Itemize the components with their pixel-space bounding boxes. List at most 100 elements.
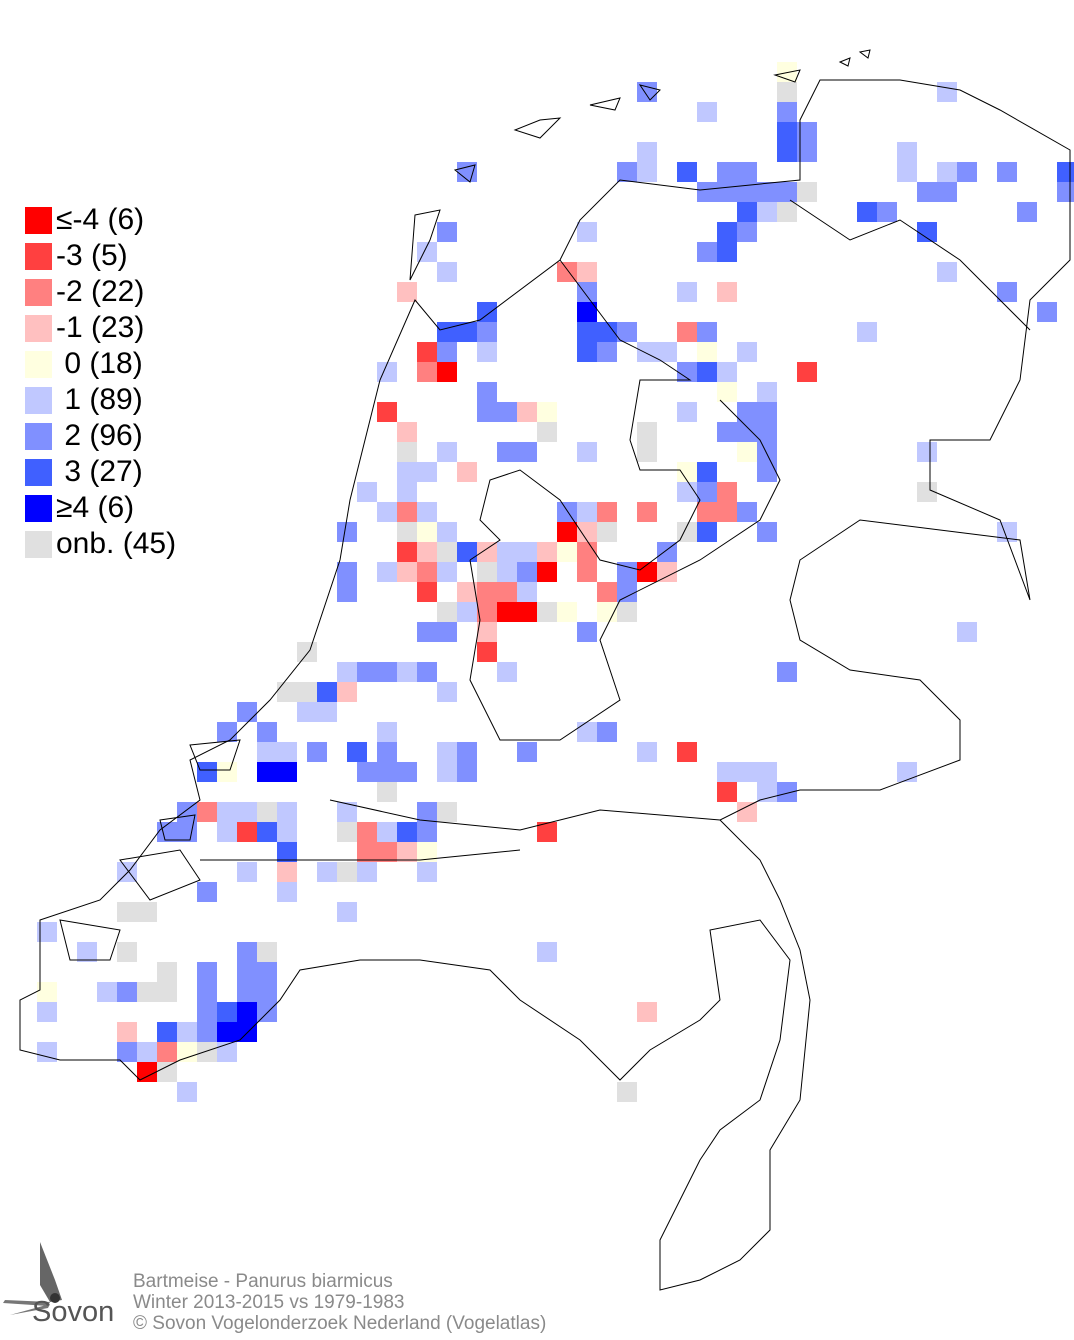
atlas-cell	[757, 522, 777, 542]
legend-label: ≥4 (6)	[56, 491, 135, 524]
atlas-cell	[657, 562, 677, 582]
atlas-cell	[557, 502, 577, 522]
atlas-cell	[477, 642, 497, 662]
atlas-cell	[137, 902, 157, 922]
atlas-cell	[437, 322, 457, 342]
atlas-cell	[177, 822, 197, 842]
atlas-cell	[117, 1042, 137, 1062]
copyright: © Sovon Vogelonderzoek Nederland (Vogela…	[133, 1313, 547, 1334]
atlas-cell	[37, 1002, 57, 1022]
country-outline	[19, 49, 1071, 1291]
atlas-cell	[377, 842, 397, 862]
delta-islands	[59, 739, 241, 961]
legend-label: -2 (22)	[56, 275, 145, 308]
atlas-cell	[237, 822, 257, 842]
atlas-cell	[417, 822, 437, 842]
legend-item: -2 (22)	[25, 274, 176, 310]
map-legend: ≤-4 (6) -3 (5) -2 (22) -1 (23) 0 (18) 1 (89…	[25, 202, 176, 562]
atlas-cell	[957, 162, 977, 182]
legend-item: ≥4 (6)	[25, 490, 176, 526]
atlas-cell	[777, 142, 797, 162]
atlas-cell	[117, 942, 137, 962]
atlas-cell	[497, 582, 517, 602]
atlas-cell	[437, 542, 457, 562]
atlas-cell	[357, 482, 377, 502]
atlas-cell	[197, 762, 217, 782]
atlas-cell	[477, 402, 497, 422]
atlas-cell	[277, 862, 297, 882]
atlas-cell	[437, 622, 457, 642]
atlas-cell	[277, 842, 297, 862]
atlas-cell	[177, 1082, 197, 1102]
atlas-cell	[397, 422, 417, 442]
legend-item: ≤-4 (6)	[25, 202, 176, 238]
atlas-cell	[497, 602, 517, 622]
legend-item: 0 (18)	[25, 346, 176, 382]
atlas-cell	[397, 482, 417, 502]
atlas-cell	[257, 802, 277, 822]
atlas-cell	[257, 1002, 277, 1022]
atlas-cell	[417, 862, 437, 882]
atlas-cell	[477, 562, 497, 582]
atlas-cell	[697, 482, 717, 502]
atlas-cell	[597, 582, 617, 602]
atlas-cell	[257, 822, 277, 842]
atlas-cell	[317, 862, 337, 882]
atlas-cell	[917, 442, 937, 462]
atlas-cell	[637, 142, 657, 162]
atlas-cell	[217, 1022, 237, 1042]
sovon-swallow-logo	[3, 1242, 62, 1315]
atlas-cell	[697, 102, 717, 122]
atlas-cell	[537, 422, 557, 442]
atlas-cell	[697, 462, 717, 482]
legend-swatch	[25, 494, 52, 522]
atlas-cell	[737, 442, 757, 462]
atlas-cell	[577, 542, 597, 562]
atlas-cell	[377, 362, 397, 382]
atlas-cell	[597, 522, 617, 542]
atlas-cell	[917, 182, 937, 202]
atlas-cell	[277, 802, 297, 822]
atlas-cell	[357, 762, 377, 782]
atlas-cell	[637, 82, 657, 102]
atlas-cell	[657, 342, 677, 362]
atlas-cell	[797, 182, 817, 202]
atlas-cell	[417, 662, 437, 682]
legend-swatch	[25, 530, 52, 558]
atlas-cell	[777, 662, 797, 682]
atlas-cell	[157, 982, 177, 1002]
atlas-cell	[437, 342, 457, 362]
atlas-grid-cells	[37, 62, 1074, 1102]
atlas-cell	[857, 322, 877, 342]
atlas-cell	[577, 342, 597, 362]
atlas-cell	[637, 162, 657, 182]
atlas-cell	[577, 282, 597, 302]
atlas-cell	[77, 942, 97, 962]
legend-label: -1 (23)	[56, 311, 145, 344]
atlas-cell	[557, 602, 577, 622]
atlas-cell	[537, 542, 557, 562]
atlas-cell	[477, 382, 497, 402]
atlas-cell	[497, 542, 517, 562]
atlas-cell	[597, 502, 617, 522]
atlas-cell	[757, 422, 777, 442]
atlas-cell	[317, 702, 337, 722]
atlas-cell	[137, 1042, 157, 1062]
atlas-cell	[537, 602, 557, 622]
atlas-cell	[397, 562, 417, 582]
atlas-cell	[397, 462, 417, 482]
atlas-cell	[217, 762, 237, 782]
atlas-cell	[377, 402, 397, 422]
atlas-cell	[777, 102, 797, 122]
atlas-cell	[497, 442, 517, 462]
atlas-cell	[347, 742, 367, 762]
atlas-cell	[397, 282, 417, 302]
atlas-cell	[357, 842, 377, 862]
legend-swatch	[25, 242, 52, 270]
atlas-cell	[717, 182, 737, 202]
atlas-cell	[297, 702, 317, 722]
atlas-cell	[477, 622, 497, 642]
atlas-cell	[397, 762, 417, 782]
atlas-cell	[237, 982, 257, 1002]
